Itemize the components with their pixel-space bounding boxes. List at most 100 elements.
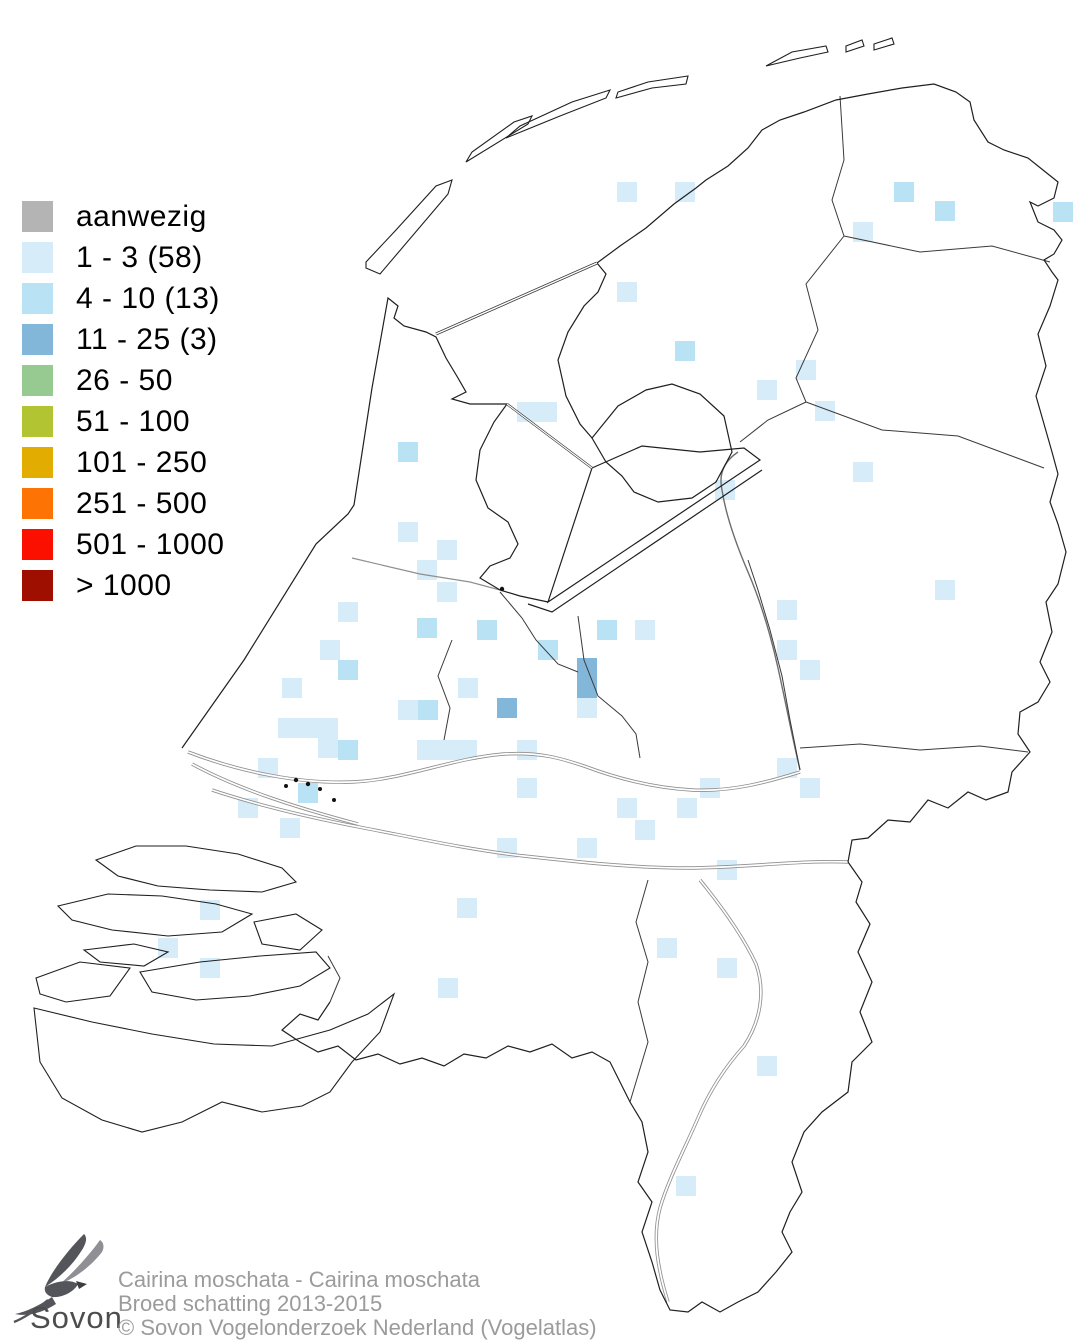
grid-cell [853, 462, 873, 482]
legend-swatch [22, 406, 53, 437]
grid-cell [1053, 202, 1073, 222]
grid-cell [477, 620, 497, 640]
legend-label: 101 - 250 [76, 445, 208, 479]
grid-cell [517, 740, 537, 760]
legend-item: aanwezig [22, 196, 224, 237]
legend-label: 11 - 25 (3) [76, 322, 218, 356]
legend-swatch [22, 529, 53, 560]
rivers [187, 451, 849, 1303]
legend-item: 4 - 10 (13) [22, 278, 224, 319]
zeeland-islands [33, 845, 396, 1133]
grid-cell [437, 740, 457, 760]
species-name: Cairina moschata - Cairina moschata [118, 1267, 480, 1292]
grid-cell [437, 540, 457, 560]
city-marks [284, 586, 505, 802]
legend: aanwezig 1 - 3 (58) 4 - 10 (13) 11 - 25 (3)… [22, 196, 224, 606]
grid-cell [577, 678, 597, 698]
grid-cell [577, 698, 597, 718]
legend-swatch [22, 488, 53, 519]
legend-label: 1 - 3 (58) [76, 240, 203, 274]
legend-label: 51 - 100 [76, 404, 191, 438]
grid-cell [800, 778, 820, 798]
legend-swatch [22, 201, 53, 232]
legend-item: 501 - 1000 [22, 524, 224, 565]
grid-cell [497, 698, 517, 718]
grid-cell [282, 678, 302, 698]
grid-cell [676, 1176, 696, 1196]
grid-cell [318, 718, 338, 738]
grid-cell [320, 640, 340, 660]
grid-cell [438, 978, 458, 998]
legend-rows: aanwezig 1 - 3 (58) 4 - 10 (13) 11 - 25 (3)… [22, 196, 224, 606]
legend-item: > 1000 [22, 565, 224, 606]
grid-cell [935, 201, 955, 221]
grid-cells-layer [158, 182, 1073, 1196]
grid-cell [200, 958, 220, 978]
sovon-logo-text: Sovon [30, 1300, 123, 1335]
grid-cell [537, 402, 557, 422]
grid-cell [675, 182, 695, 202]
grid-cell [617, 798, 637, 818]
grid-cell [200, 900, 220, 920]
grid-cell [418, 700, 438, 720]
legend-swatch [22, 570, 53, 601]
survey-period: Broed schatting 2013-2015 [118, 1291, 383, 1316]
grid-cell [635, 820, 655, 840]
legend-label: 501 - 1000 [76, 527, 225, 561]
legend-item: 101 - 250 [22, 442, 224, 483]
grid-cell [298, 783, 318, 803]
grid-cell [777, 600, 797, 620]
grid-cell [158, 938, 178, 958]
grid-cell [597, 620, 617, 640]
grid-cell [398, 522, 418, 542]
legend-swatch [22, 447, 53, 478]
legend-item: 51 - 100 [22, 401, 224, 442]
grid-cell [675, 341, 695, 361]
grid-cell [417, 740, 437, 760]
legend-swatch [22, 324, 53, 355]
grid-cell [815, 401, 835, 421]
grid-cell [617, 182, 637, 202]
grid-cell [800, 660, 820, 680]
grid-cell [538, 640, 558, 660]
grid-cell [796, 360, 816, 380]
grid-cell [457, 898, 477, 918]
legend-label: aanwezig [76, 199, 207, 233]
grid-cell [635, 620, 655, 640]
grid-cell [757, 380, 777, 400]
grid-cell [894, 182, 914, 202]
legend-swatch [22, 283, 53, 314]
grid-cell [338, 660, 358, 680]
wadden-islands [365, 37, 895, 275]
grid-cell [617, 282, 637, 302]
grid-cell [677, 798, 697, 818]
grid-cell [417, 618, 437, 638]
legend-item: 11 - 25 (3) [22, 319, 224, 360]
grid-cell [457, 740, 477, 760]
grid-cell [700, 778, 720, 798]
legend-item: 251 - 500 [22, 483, 224, 524]
grid-cell [717, 958, 737, 978]
grid-cell [278, 718, 298, 738]
legend-item: 26 - 50 [22, 360, 224, 401]
grid-cell [657, 938, 677, 958]
grid-cell [298, 718, 318, 738]
grid-cell [777, 640, 797, 660]
grid-cell [935, 580, 955, 600]
sovon-logo-swallow-icon [13, 1234, 104, 1324]
grid-cell [458, 678, 478, 698]
grid-cell [853, 222, 873, 242]
grid-cell [318, 738, 338, 758]
grid-cell [417, 560, 437, 580]
province-borders [327, 95, 1051, 1103]
coastline [181, 83, 1067, 1313]
copyright: © Sovon Vogelonderzoek Nederland (Vogela… [118, 1315, 597, 1340]
grid-cell [338, 602, 358, 622]
grid-cell [517, 402, 537, 422]
grid-cell [715, 480, 735, 500]
legend-swatch [22, 365, 53, 396]
grid-cell [398, 442, 418, 462]
legend-label: > 1000 [76, 568, 172, 602]
legend-label: 251 - 500 [76, 486, 208, 520]
